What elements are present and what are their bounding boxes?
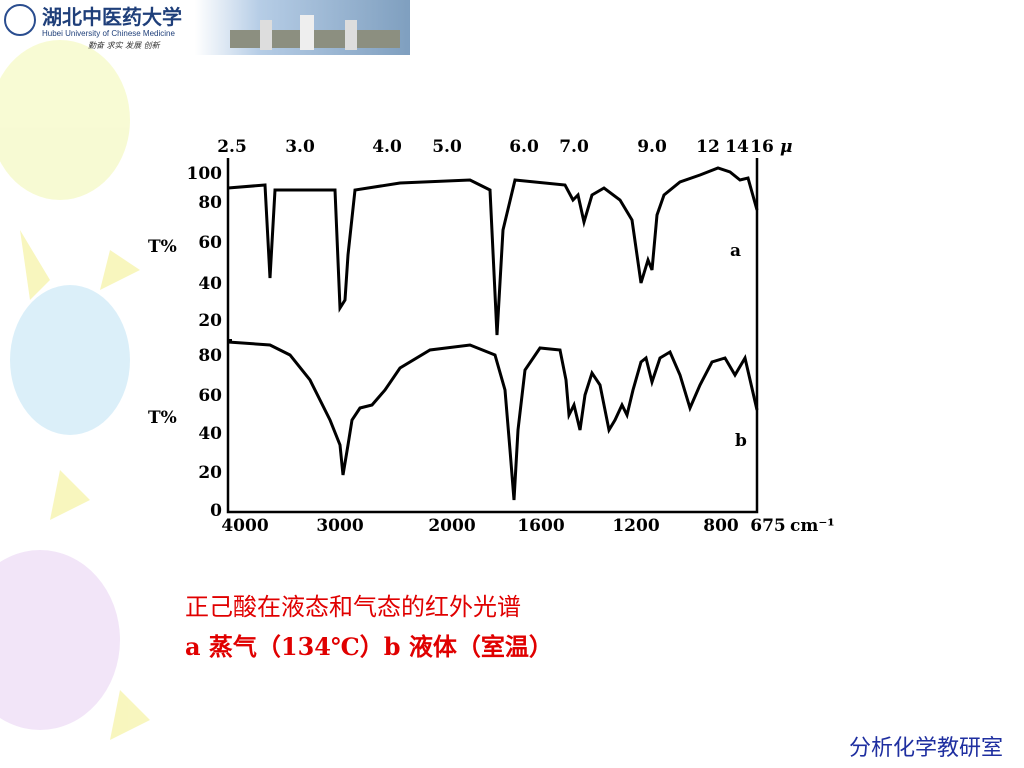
caption-line1: 正己酸在液态和气态的红外光谱 bbox=[185, 593, 521, 621]
motto: 勤奋 求实 发展 创新 bbox=[88, 41, 161, 50]
x-tick-label: 3000 bbox=[316, 516, 363, 536]
university-name: 湖北中医药大学 bbox=[42, 5, 182, 29]
y-tick-label-a: 40 bbox=[198, 274, 222, 294]
curve-label-b: b bbox=[735, 431, 747, 451]
decoration bbox=[0, 40, 150, 740]
footer: 分析化学教研室 bbox=[849, 736, 1003, 761]
top-axis-label: 12 bbox=[696, 137, 720, 157]
curve-label-a: a bbox=[730, 241, 741, 261]
x-tick-label: 2000 bbox=[428, 516, 475, 536]
x-tick-label: 675 bbox=[750, 516, 786, 536]
top-axis-label: 3.0 bbox=[285, 137, 315, 157]
x-axis-unit: cm⁻¹ bbox=[790, 516, 835, 536]
y-tick-label-a: 100 bbox=[187, 164, 223, 184]
top-axis-label: 14 bbox=[725, 137, 749, 157]
y-tick-label-a: 20 bbox=[198, 311, 222, 331]
y-tick-label-a: 80 bbox=[198, 193, 222, 213]
top-axis-label: 16 bbox=[750, 137, 774, 157]
top-axis-label: 4.0 bbox=[372, 137, 402, 157]
top-axis-label: 9.0 bbox=[637, 137, 667, 157]
top-axis-label: 2.5 bbox=[217, 137, 247, 157]
top-axis-label: 7.0 bbox=[559, 137, 589, 157]
y-tick-label-a: 60 bbox=[198, 233, 222, 253]
frame bbox=[226, 158, 759, 514]
y-tick-label-b: 20 bbox=[198, 463, 222, 483]
y-tick-label-b: 80 bbox=[198, 346, 222, 366]
x-tick-label: 1600 bbox=[517, 516, 564, 536]
spectrum-b bbox=[227, 340, 759, 501]
x-tick-label: 4000 bbox=[221, 516, 268, 536]
spectrum-figure bbox=[226, 158, 759, 514]
y-axis-label-b: T% bbox=[148, 408, 177, 428]
caption-line2: a 蒸气（134℃）b 液体（室温） bbox=[185, 632, 553, 661]
y-tick-label-b: 0 bbox=[210, 501, 222, 521]
x-tick-label: 800 bbox=[703, 516, 739, 536]
top-axis-label: 6.0 bbox=[509, 137, 539, 157]
top-axis-unit: μ bbox=[780, 137, 792, 157]
spectrum-a bbox=[227, 166, 759, 336]
header: 湖北中医药大学 Hubei University of Chinese Medi… bbox=[4, 0, 410, 55]
x-tick-label: 1200 bbox=[612, 516, 659, 536]
university-en: Hubei University of Chinese Medicine bbox=[42, 29, 176, 38]
y-axis-label-a: T% bbox=[148, 237, 177, 257]
y-tick-label-b: 40 bbox=[198, 424, 222, 444]
top-axis-label: 5.0 bbox=[432, 137, 462, 157]
y-tick-label-b: 60 bbox=[198, 386, 222, 406]
